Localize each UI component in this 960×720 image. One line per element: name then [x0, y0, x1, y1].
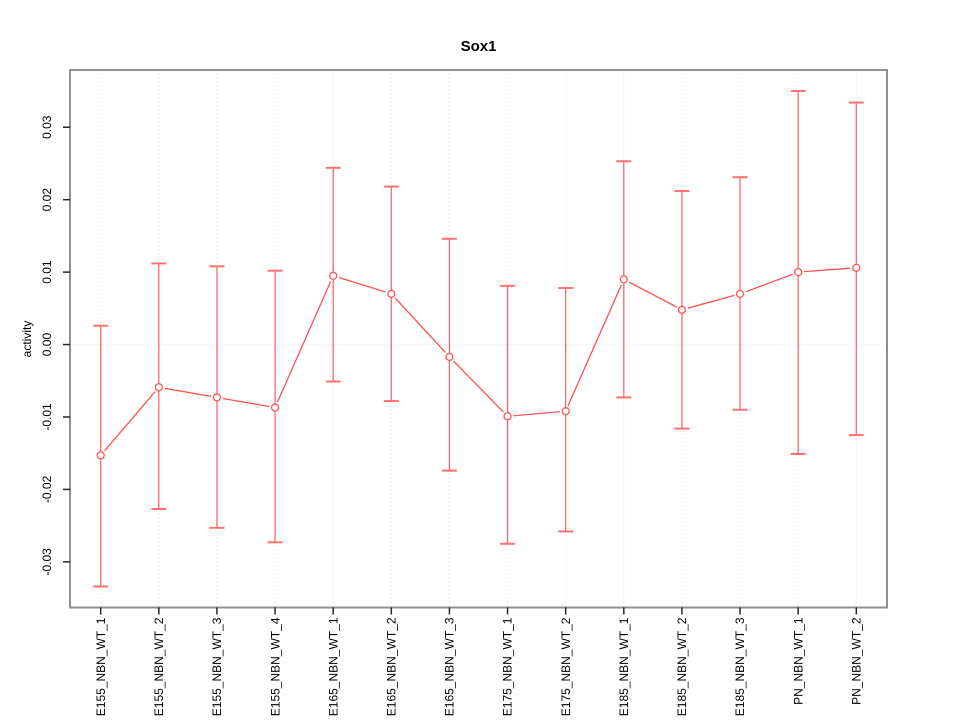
series-segment [513, 411, 560, 417]
y-tick-label: 0.00 [40, 333, 54, 357]
series-segment [222, 397, 270, 408]
data-point-marker [212, 393, 222, 402]
series-segment [164, 387, 212, 398]
data-point-marker [154, 383, 163, 392]
data-point-marker [329, 271, 338, 280]
y-tick-label: 0.02 [40, 188, 54, 212]
data-point-marker [619, 275, 628, 284]
data-point-marker [503, 412, 512, 421]
series-segment [687, 294, 735, 309]
x-tick-label: E175_NBN_WT_1 [501, 617, 515, 716]
y-tick-label: 0.03 [40, 115, 54, 139]
series-segment [628, 281, 677, 308]
x-tick-label: PN_NBN_WT_2 [850, 617, 864, 705]
data-point-marker [445, 352, 454, 362]
data-point-marker [270, 403, 280, 412]
data-point-marker [794, 267, 803, 277]
series-segment [276, 280, 332, 403]
series-segment [745, 273, 793, 293]
plot-box [69, 69, 888, 609]
data-point-marker [561, 407, 570, 416]
x-tick-label: E185_NBN_WT_2 [675, 617, 689, 716]
y-tick-label: 0.01 [40, 260, 54, 284]
x-tick-label: E185_NBN_WT_3 [733, 617, 747, 716]
series-segment [394, 297, 446, 353]
data-point-marker [96, 451, 105, 460]
series-segment [804, 267, 851, 273]
y-axis-label: activity [20, 321, 34, 358]
x-tick-label: E155_NBN_WT_2 [152, 617, 166, 716]
series-segment [567, 284, 622, 406]
plot-area: 0.03 0.02 0.01 0.00 -0.01 -0.02 -0.03 E155_NBN_… [40, 69, 888, 716]
y-tick-label: -0.01 [40, 403, 54, 431]
y-tick-label: -0.03 [40, 548, 54, 576]
x-tick-label: E155_NBN_WT_4 [268, 617, 282, 716]
series-segment [104, 391, 156, 452]
series-segment [453, 360, 504, 413]
x-tick-label: E165_NBN_WT_3 [443, 617, 457, 716]
x-tick-label: PN_NBN_WT_1 [791, 617, 805, 705]
chart-title: Sox1 [461, 38, 497, 55]
x-tick-label: E155_NBN_WT_1 [94, 617, 108, 716]
data-point-marker [387, 289, 396, 298]
data-point-marker [677, 305, 687, 314]
x-tick-label: E165_NBN_WT_2 [385, 617, 399, 716]
x-tick-label: E185_NBN_WT_1 [617, 617, 631, 716]
series-segment [338, 276, 386, 293]
x-tick-label: E155_NBN_WT_3 [210, 617, 224, 716]
data-point-marker [735, 289, 745, 298]
y-tick-label: -0.02 [40, 475, 54, 503]
x-tick-label: E175_NBN_WT_2 [559, 617, 573, 716]
x-tick-label: E165_NBN_WT_1 [326, 617, 340, 716]
data-point-marker [852, 263, 861, 272]
